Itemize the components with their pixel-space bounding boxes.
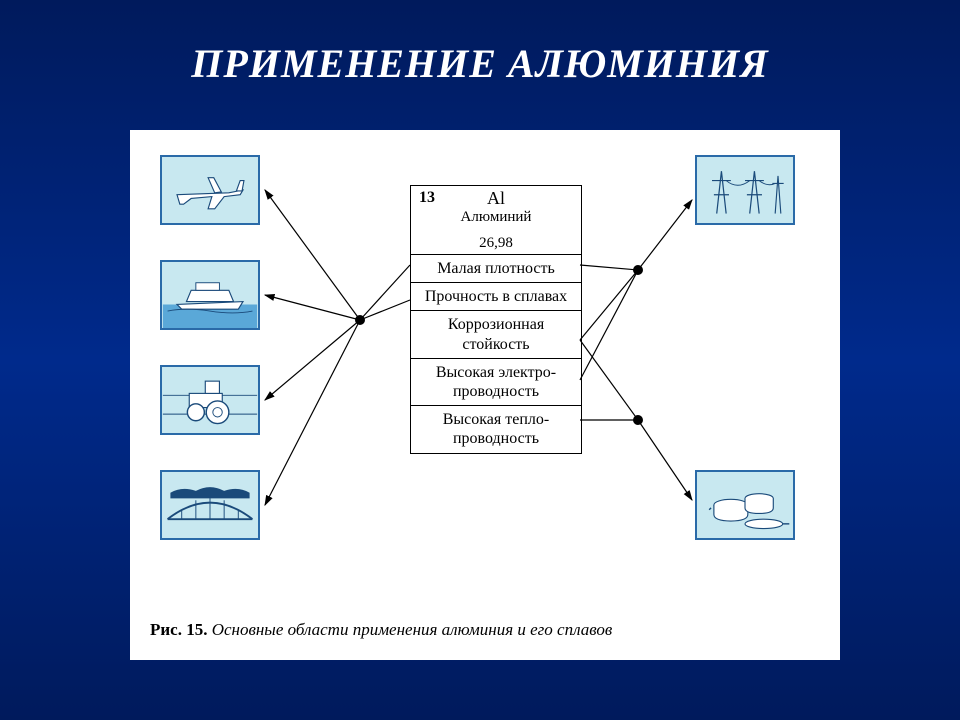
element-mass: 26,98 bbox=[411, 234, 581, 252]
diagram-panel: 13 Al Алюминий 26,98 Малая плотность Про… bbox=[130, 130, 840, 660]
element-symbol: Al bbox=[411, 188, 581, 210]
tractor-icon bbox=[160, 365, 260, 435]
element-properties-stack: 13 Al Алюминий 26,98 Малая плотность Про… bbox=[410, 185, 582, 454]
element-header: 13 Al Алюминий 26,98 bbox=[411, 186, 581, 255]
ship-icon bbox=[160, 260, 260, 330]
property-row: Высокая электро-проводность bbox=[411, 359, 581, 406]
airplane-icon bbox=[160, 155, 260, 225]
cookware-icon bbox=[695, 470, 795, 540]
property-row: Прочность в сплавах bbox=[411, 283, 581, 311]
bridge-icon bbox=[160, 470, 260, 540]
slide-title: ПРИМЕНЕНИЕ АЛЮМИНИЯ bbox=[0, 0, 960, 87]
figure-caption: Рис. 15. Основные области применения алю… bbox=[150, 620, 612, 640]
property-row: Малая плотность bbox=[411, 255, 581, 283]
powerlines-icon bbox=[695, 155, 795, 225]
caption-prefix: Рис. 15. bbox=[150, 620, 207, 639]
caption-text: Основные области применения алюминия и е… bbox=[212, 620, 613, 639]
property-row: Высокая тепло-проводность bbox=[411, 406, 581, 452]
element-name: Алюминий bbox=[411, 208, 581, 226]
property-row: Коррозионная стойкость bbox=[411, 311, 581, 358]
